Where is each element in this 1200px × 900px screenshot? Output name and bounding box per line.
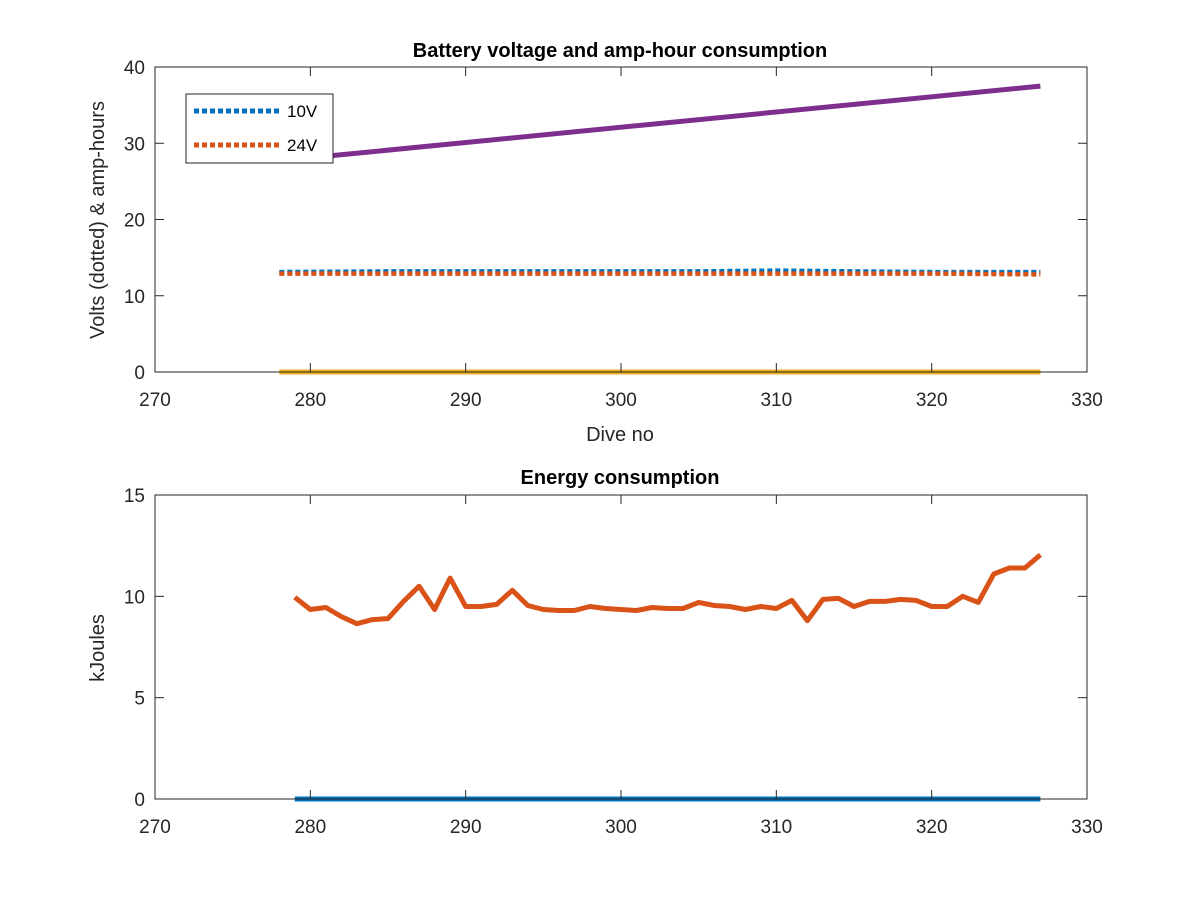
battery-plot-xlabel: Dive no — [586, 424, 654, 446]
legend-label-10v: 10V — [287, 102, 318, 121]
energy-xtick-label: 310 — [760, 817, 792, 838]
battery-xtick-label: 300 — [605, 390, 637, 411]
energy-xtick-label: 320 — [916, 817, 948, 838]
battery-xtick-label: 270 — [139, 390, 171, 411]
battery-ytick-label: 40 — [124, 58, 145, 79]
battery-series-line-1 — [279, 271, 1041, 277]
energy-plot-ylabel: kJoules — [87, 614, 109, 682]
battery-plot-title: Battery voltage and amp-hour consumption — [413, 40, 827, 62]
battery-xtick-label: 280 — [294, 390, 326, 411]
battery-plot-ylabel: Volts (dotted) & amp-hours — [87, 101, 109, 339]
energy-xtick-label: 300 — [605, 817, 637, 838]
battery-series-line-2 — [279, 83, 1041, 164]
legend-box — [185, 93, 334, 164]
battery-xtick-label: 310 — [760, 390, 792, 411]
energy-xtick-label: 280 — [294, 817, 326, 838]
legend-label-24v: 24V — [287, 136, 318, 155]
battery-xtick-label: 330 — [1071, 390, 1103, 411]
energy-series-line-1 — [293, 552, 1043, 627]
battery-plot-legend: 10V 24V — [185, 93, 334, 164]
battery-xtick-label: 290 — [450, 390, 482, 411]
battery-ytick-label: 20 — [124, 211, 145, 232]
battery-ytick-label: 30 — [124, 134, 145, 155]
battery-ytick-label: 10 — [124, 287, 145, 308]
energy-xtick-label: 290 — [450, 817, 482, 838]
battery-plot-axes: 270 280 290 300 310 320 330 0 10 20 30 40 — [124, 58, 1103, 411]
energy-ytick-label: 10 — [124, 587, 145, 608]
energy-plot-axes: 270 280 290 300 310 320 330 0 5 10 15 — [124, 486, 1103, 838]
energy-plot-title: Energy consumption — [521, 467, 720, 489]
battery-voltage-plot: Battery voltage and amp-hour consumption… — [87, 40, 1103, 446]
battery-ytick-label: 0 — [134, 363, 145, 384]
energy-ytick-label: 5 — [134, 689, 145, 710]
energy-xtick-label: 270 — [139, 817, 171, 838]
energy-xtick-label: 330 — [1071, 817, 1103, 838]
energy-ytick-label: 15 — [124, 486, 145, 507]
energy-consumption-plot: Energy consumption kJoules 270 280 290 300 3… — [87, 467, 1103, 838]
battery-xtick-label: 320 — [916, 390, 948, 411]
energy-ytick-label: 0 — [134, 790, 145, 811]
